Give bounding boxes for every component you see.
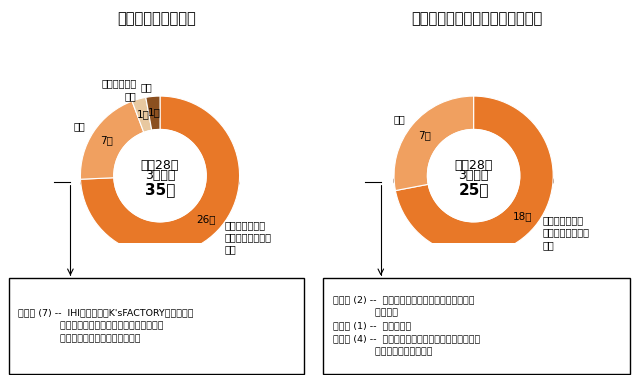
- Text: 1名: 1名: [148, 107, 161, 117]
- Text: 信州大学大学院
総合理工学研究科
進学: 信州大学大学院 総合理工学研究科 進学: [542, 215, 589, 250]
- Polygon shape: [394, 179, 553, 208]
- Polygon shape: [81, 181, 239, 210]
- Polygon shape: [394, 181, 553, 210]
- Polygon shape: [81, 179, 239, 208]
- Text: 25名: 25名: [458, 182, 489, 197]
- Polygon shape: [81, 177, 239, 206]
- Text: 就職: 就職: [74, 122, 86, 132]
- Polygon shape: [81, 180, 239, 208]
- Wedge shape: [81, 101, 144, 179]
- Text: 製造系 (2) --  セイコーウオッチ、メカトロニクス
              ワークス
公務員 (1) --  長野県警察
その他 (4) --  カケ: 製造系 (2) -- セイコーウオッチ、メカトロニクス ワークス 公務員 (1)…: [333, 296, 480, 356]
- Polygon shape: [394, 180, 553, 209]
- Polygon shape: [394, 181, 553, 210]
- Polygon shape: [394, 180, 553, 208]
- Polygon shape: [81, 179, 239, 208]
- Polygon shape: [394, 178, 553, 207]
- Text: 他大学大学院
進学: 他大学大学院 進学: [101, 78, 136, 101]
- Wedge shape: [396, 96, 553, 255]
- Circle shape: [428, 130, 520, 222]
- Text: 平成28年: 平成28年: [141, 159, 179, 172]
- Wedge shape: [81, 96, 239, 255]
- Text: 《バイオエンジニアリング課程》: 《バイオエンジニアリング課程》: [411, 11, 543, 27]
- Polygon shape: [394, 180, 553, 209]
- Polygon shape: [81, 178, 239, 207]
- Wedge shape: [146, 96, 160, 130]
- Text: 信州大学大学院
総合理工学研究科
進学: 信州大学大学院 総合理工学研究科 進学: [225, 220, 271, 255]
- Text: 3月卒業: 3月卒業: [458, 169, 489, 182]
- Circle shape: [114, 130, 206, 222]
- Text: 就職: 就職: [393, 114, 405, 124]
- Polygon shape: [394, 177, 553, 206]
- Polygon shape: [394, 180, 553, 208]
- Polygon shape: [394, 179, 553, 207]
- FancyBboxPatch shape: [323, 278, 630, 374]
- Text: 18名: 18名: [513, 211, 532, 221]
- Text: 7名: 7名: [418, 130, 431, 140]
- Wedge shape: [394, 96, 474, 191]
- Polygon shape: [394, 178, 553, 207]
- Text: 未定: 未定: [140, 82, 152, 92]
- Wedge shape: [132, 97, 152, 132]
- FancyBboxPatch shape: [10, 278, 304, 374]
- Polygon shape: [81, 180, 239, 209]
- Polygon shape: [81, 180, 239, 209]
- Polygon shape: [394, 179, 553, 208]
- Text: 35名: 35名: [145, 182, 175, 197]
- Text: 平成28年: 平成28年: [454, 159, 493, 172]
- Polygon shape: [81, 179, 239, 207]
- Text: 26名: 26名: [196, 215, 216, 225]
- Text: 3月卒業: 3月卒業: [145, 169, 175, 182]
- Polygon shape: [81, 178, 239, 207]
- Polygon shape: [81, 181, 239, 210]
- Text: 7名: 7名: [100, 136, 113, 146]
- Text: 1名: 1名: [136, 109, 150, 119]
- Text: 《機能機械学課程》: 《機能機械学課程》: [117, 11, 196, 27]
- Text: 製造系 (7) --  IHIシバウラ、K'sFACTORY、サンデン
              ホールディングス、スズキ、長野オリン
           : 製造系 (7) -- IHIシバウラ、K'sFACTORY、サンデン ホールディ…: [19, 309, 194, 343]
- Polygon shape: [81, 180, 239, 208]
